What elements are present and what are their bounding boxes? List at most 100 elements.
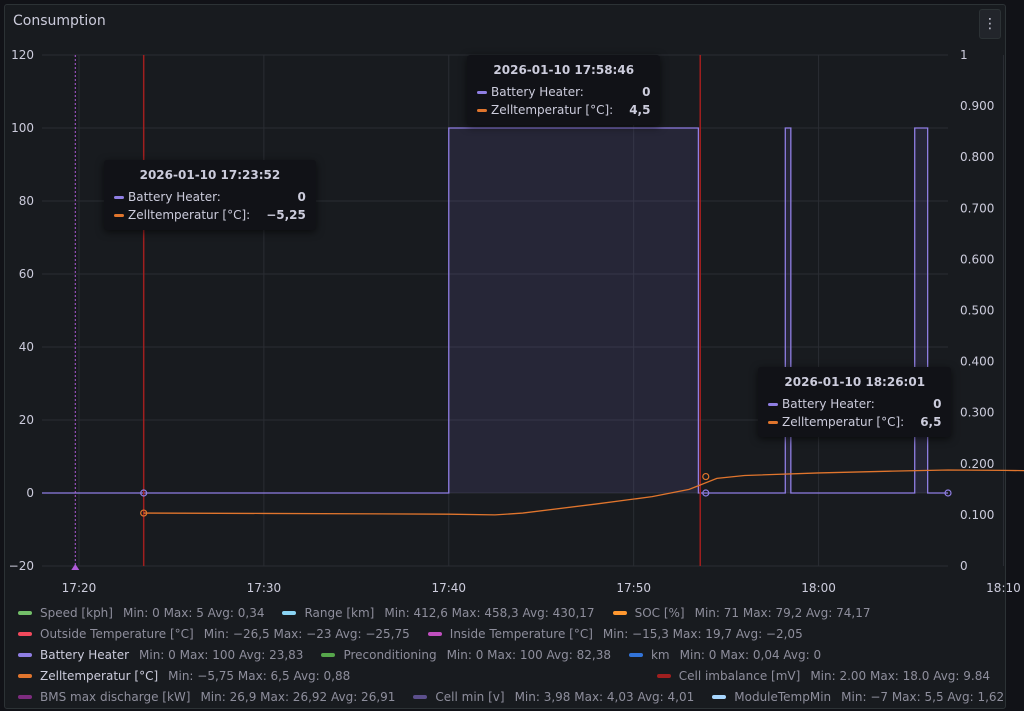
legend-series-name: Preconditioning [343, 647, 437, 662]
tooltip-row: Battery Heater: 0 [768, 395, 941, 413]
tooltip-label: Battery Heater: [491, 85, 584, 99]
tooltip-row: Zelltemperatur [°C]: 4,5 [477, 101, 650, 119]
legend-swatch-icon [282, 610, 297, 615]
tooltip-label: Battery Heater: [128, 190, 221, 204]
legend-item[interactable]: km Min: 0 Max: 0,04 Avg: 0 [621, 648, 821, 662]
y-left-tick-label: 100 [11, 121, 34, 135]
battery-heater-area [42, 128, 948, 493]
series-swatch-icon [768, 402, 778, 406]
legend-swatch-icon [413, 694, 428, 699]
legend-item[interactable]: Cell imbalance [mV] Min: 2.00 Max: 18.0 A… [649, 669, 990, 683]
legend-series-name: Cell imbalance [mV] [678, 668, 801, 683]
legend-item[interactable]: Outside Temperature [°C] Min: −26,5 Max: … [10, 627, 410, 641]
tooltip-value: −5,25 [266, 208, 306, 222]
legend-swatch-icon [18, 694, 32, 699]
legend-item[interactable]: Preconditioning Min: 0 Max: 100 Avg: 82,3… [313, 648, 611, 662]
legend-row: BMS max discharge [kW] Min: 26,9 Max: 26,… [10, 686, 1004, 707]
legend-swatch-icon [321, 652, 336, 657]
tooltip-label: Battery Heater: [782, 397, 875, 411]
legend-swatch-icon [18, 652, 32, 657]
series-swatch-icon [114, 213, 124, 217]
legend-swatch-icon [18, 631, 32, 636]
legend-item[interactable]: Zelltemperatur [°C] Min: −5,75 Max: 6,5 A… [10, 669, 350, 683]
legend-stats: Min: 2.00 Max: 18.0 Avg: 9.84 [810, 668, 990, 683]
legend-swatch-icon [612, 610, 627, 615]
hover-tooltip: 2026-01-10 17:58:46 Battery Heater: 0 Zellt… [467, 55, 661, 125]
legend-stats: Min: 71 Max: 79,2 Avg: 74,17 [694, 605, 871, 620]
tooltip-time: 2026-01-10 17:23:52 [139, 168, 281, 182]
legend-series-name: Zelltemperatur [°C] [40, 668, 159, 683]
legend-series-name: SOC [%] [634, 605, 685, 620]
legend-row: Speed [kph] Min: 0 Max: 5 Avg: 0,34 Range … [10, 602, 1000, 623]
legend-stats: Min: −7 Max: 5,5 Avg: 1,62 [841, 689, 1005, 704]
legend-series-name: Range [km] [304, 605, 375, 620]
tooltip-row: Battery Heater: 0 [477, 83, 650, 101]
panel-title: Consumption [13, 13, 106, 29]
tooltip-value: 4,5 [629, 103, 651, 117]
y-right-tick-label: 0.900 [960, 99, 994, 113]
legend-stats: Min: −26,5 Max: −23 Avg: −25,75 [203, 626, 410, 641]
x-tick-label: 17:30 [247, 581, 282, 595]
legend-swatch-icon [628, 652, 643, 657]
legend-swatch-icon [18, 610, 32, 615]
y-right-tick-label: 0.100 [960, 508, 994, 522]
x-tick-label: 17:50 [616, 581, 651, 595]
y-left-tick-label: 80 [19, 194, 34, 208]
tooltip-value: 0 [642, 85, 651, 99]
legend-series-name: km [650, 647, 670, 662]
legend-item[interactable]: Range [km] Min: 412,6 Max: 458,3 Avg: 430… [274, 605, 595, 620]
y-left-tick-label: 20 [19, 413, 34, 427]
y-left-tick-label: −20 [9, 559, 34, 573]
battery-heater-line [42, 127, 948, 494]
y-right-tick-label: 0.400 [960, 355, 994, 369]
legend-stats: Min: 0 Max: 100 Avg: 23,83 [139, 647, 304, 662]
y-right-tick-label: 0.600 [960, 252, 994, 266]
hover-tooltip: 2026-01-10 18:26:01 Battery Heater: 0 Zellt… [758, 367, 952, 437]
legend-swatch-icon [18, 673, 32, 678]
hover-point [140, 509, 148, 517]
y-right-tick-label: 0.300 [960, 406, 994, 420]
legend-series-name: Cell min [v] [435, 689, 505, 704]
tooltip-row: Battery Heater: 0 [114, 188, 306, 206]
series-swatch-icon [114, 195, 124, 199]
legend-stats: Min: 412,6 Max: 458,3 Avg: 430,17 [384, 605, 595, 620]
series-swatch-icon [477, 90, 487, 94]
legend-item[interactable]: ModuleTempMin Min: −7 Max: 5,5 Avg: 1,62 [704, 690, 1004, 704]
legend-swatch-icon [656, 673, 671, 678]
legend-row: Zelltemperatur [°C] Min: −5,75 Max: 6,5 A… [10, 665, 1000, 686]
y-right-tick-label: 0.500 [960, 304, 994, 318]
hover-point [140, 489, 148, 497]
legend-series-name: ModuleTempMin [734, 689, 832, 704]
legend-item[interactable]: Speed [kph] Min: 0 Max: 5 Avg: 0,34 [10, 606, 264, 620]
y-left-tick-label: 60 [19, 267, 34, 281]
legend-stats: Min: 0 Max: 0,04 Avg: 0 [679, 647, 822, 662]
legend-stats: Min: 26,9 Max: 26,92 Avg: 26,91 [200, 689, 396, 704]
x-tick-label: 17:40 [431, 581, 466, 595]
tooltip-time: 2026-01-10 18:26:01 [784, 375, 926, 389]
x-tick-label: 18:10 [986, 581, 1021, 595]
hover-tooltip: 2026-01-10 17:23:52 Battery Heater: 0 Zellt… [104, 160, 316, 230]
legend-item[interactable]: SOC [%] Min: 71 Max: 79,2 Avg: 74,17 [605, 605, 871, 620]
tooltip-value: 6,5 [920, 415, 942, 429]
legend-stats: Min: 0 Max: 5 Avg: 0,34 [122, 605, 265, 620]
tooltip-time: 2026-01-10 17:58:46 [493, 63, 635, 77]
legend-item[interactable]: Cell min [v] Min: 3,98 Max: 4,03 Avg: 4,0… [405, 690, 694, 704]
zelltemperatur-line [143, 469, 1024, 516]
legend-row: Battery Heater Min: 0 Max: 100 Avg: 23,83… [10, 644, 1000, 665]
tooltip-label: Zelltemperatur [°C]: [491, 103, 614, 117]
kebab-menu-icon[interactable]: ⋮ [979, 9, 1001, 39]
legend-item[interactable]: Inside Temperature [°C] Min: −15,3 Max: 1… [420, 627, 803, 641]
legend-swatch-icon [712, 694, 727, 699]
chart-legend: Speed [kph] Min: 0 Max: 5 Avg: 0,34 Range … [10, 602, 1004, 707]
y-left-tick-label: 120 [11, 48, 34, 62]
series-swatch-icon [768, 420, 778, 424]
legend-item[interactable]: BMS max discharge [kW] Min: 26,9 Max: 26,… [10, 690, 395, 704]
y-left-tick-label: 40 [19, 340, 34, 354]
hover-point [944, 489, 952, 497]
tooltip-label: Zelltemperatur [°C]: [128, 208, 251, 222]
legend-series-name: BMS max discharge [kW] [40, 689, 191, 704]
legend-item[interactable]: Battery Heater Min: 0 Max: 100 Avg: 23,83 [10, 648, 303, 662]
legend-stats: Min: −15,3 Max: 19,7 Avg: −2,05 [602, 626, 803, 641]
y-right-tick-label: 0.700 [960, 201, 994, 215]
x-tick-label: 18:00 [801, 581, 836, 595]
